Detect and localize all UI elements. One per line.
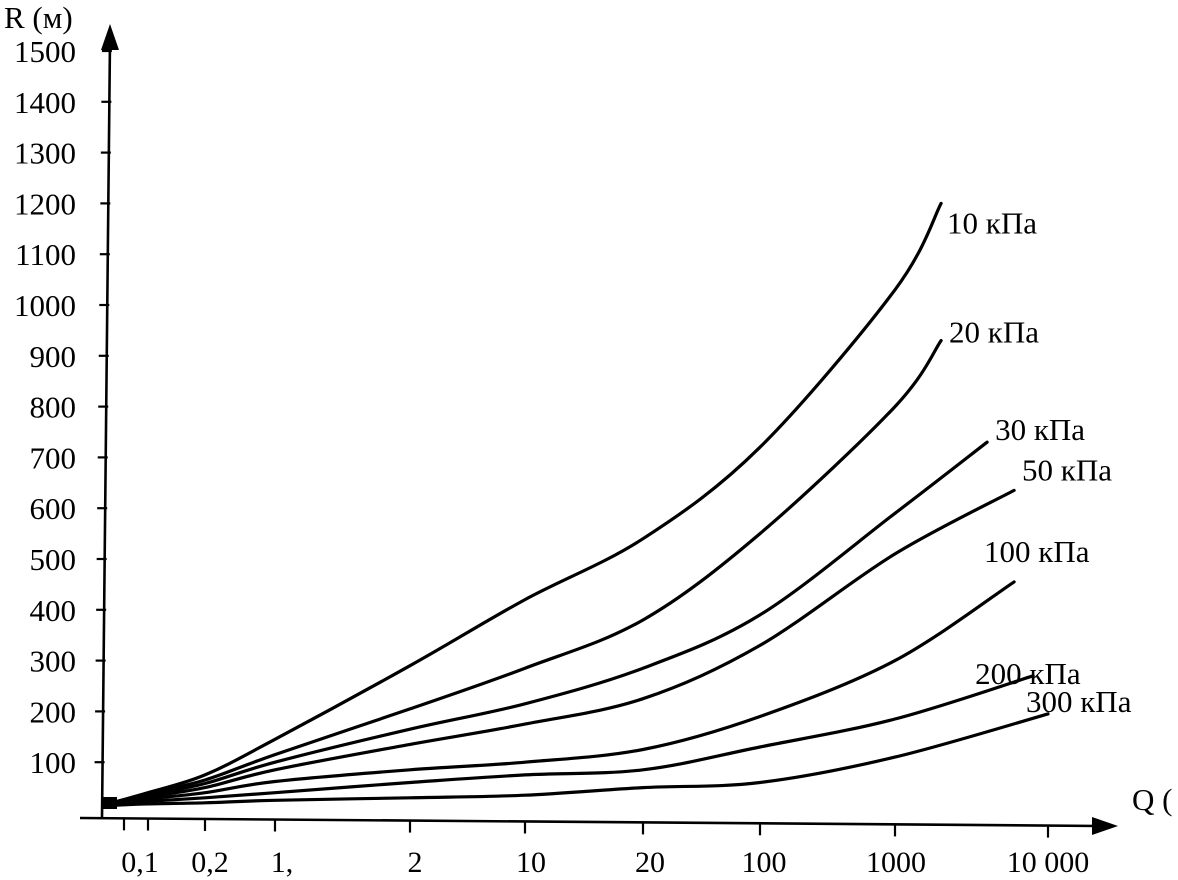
y-axis (100, 39, 112, 819)
series-line (110, 580, 1016, 805)
x-tick-label: 0,2 (191, 846, 229, 879)
series-label: 30 кПа (995, 412, 1085, 447)
x-tick-label: 20 (635, 846, 665, 879)
y-tick-label: 100 (30, 745, 77, 780)
x-tick-label: 0,1 (121, 846, 159, 879)
x-tick-label: 1, (271, 846, 294, 879)
series-line (110, 488, 1016, 805)
series-curves (110, 201, 1050, 807)
y-tick-label: 800 (30, 390, 77, 425)
series-label: 10 кПа (947, 205, 1037, 240)
y-axis-arrow (101, 24, 119, 50)
x-tick-label: 10 000 (1007, 846, 1090, 879)
series-line (110, 339, 943, 805)
y-tick-label: 600 (30, 491, 77, 526)
x-tick-label: 2 (408, 846, 423, 879)
y-tick-label: 1500 (14, 34, 76, 69)
x-tick-label: 10 (516, 846, 546, 879)
axes (79, 24, 1118, 835)
y-tick-label: 1000 (14, 288, 76, 323)
x-axis-title: Q ( (1132, 782, 1172, 817)
origin-marker (103, 797, 117, 809)
y-ticks: 100 200 300 400 500 600 700 800 900 1000 1100 1200 1… (14, 34, 112, 780)
series-label: 20 кПа (949, 315, 1039, 350)
series-label: 300 кПа (1026, 684, 1132, 719)
y-tick-label: 500 (30, 542, 77, 577)
y-tick-label: 1300 (14, 136, 76, 171)
y-tick-label: 300 (30, 644, 77, 679)
y-tick-label: 1400 (14, 85, 76, 120)
y-tick-label: 1200 (14, 186, 76, 221)
series-line (110, 712, 1050, 807)
y-axis-title: R (м) (4, 0, 73, 35)
y-tick-label: 1100 (15, 237, 76, 272)
x-ticks: 0,1 0,2 1, 2 10 20 100 1000 10 000 (121, 818, 1089, 879)
x-axis-arrow (1092, 817, 1118, 835)
series-line (110, 201, 943, 805)
x-tick-label: 1000 (866, 846, 926, 879)
x-axis (79, 816, 1101, 828)
series-label: 100 кПа (984, 534, 1090, 569)
y-tick-label: 400 (30, 593, 77, 628)
series-label: 200 кПа (975, 656, 1081, 691)
series-line (110, 674, 1035, 805)
y-tick-label: 200 (30, 694, 77, 729)
y-tick-label: 900 (30, 339, 77, 374)
y-tick-label: 700 (30, 440, 77, 475)
series-labels: 10 кПа 20 кПа 30 кПа 50 кПа 100 кПа 200 кПа30… (947, 205, 1132, 719)
x-tick-label: 100 (742, 846, 787, 879)
series-line (110, 440, 989, 805)
series-label: 50 кПа (1022, 452, 1112, 487)
